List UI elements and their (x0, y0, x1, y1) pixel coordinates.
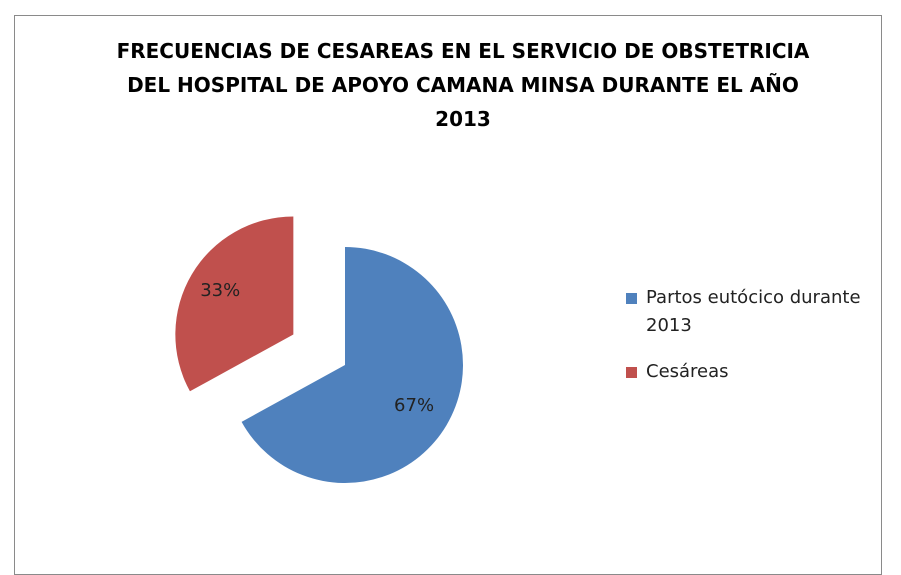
data-label: 33% (200, 280, 240, 301)
chart: 67% 33% (175, 216, 463, 483)
legend-item: Cesáreas (626, 358, 866, 386)
chart-title: FRECUENCIAS DE CESAREAS EN EL SERVICIO D… (116, 39, 810, 131)
legend-item: Partos eutócico durante 2013 (626, 284, 866, 340)
data-label: 67% (394, 395, 434, 416)
pie-slice (241, 247, 463, 483)
legend-swatch (626, 367, 637, 378)
legend: Partos eutócico durante 2013 Cesáreas (626, 284, 866, 404)
legend-swatch (626, 293, 637, 304)
page: 67% 33% FRECUENCIAS DE CESAREAS EN EL SER… (14, 15, 882, 575)
pie-slice (175, 216, 294, 392)
legend-label: Cesáreas (646, 361, 729, 382)
legend-label: Partos eutócico durante 2013 (646, 287, 861, 336)
